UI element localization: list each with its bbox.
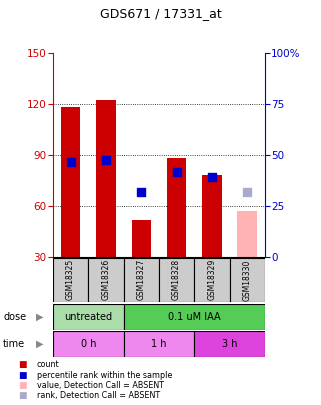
Text: ■: ■ <box>18 391 27 400</box>
Text: GSM18330: GSM18330 <box>243 259 252 301</box>
Text: ■: ■ <box>18 381 27 390</box>
Text: 1 h: 1 h <box>151 339 167 349</box>
Text: value, Detection Call = ABSENT: value, Detection Call = ABSENT <box>37 381 164 390</box>
Text: GSM18326: GSM18326 <box>101 259 110 301</box>
Bar <box>124 331 194 357</box>
Text: GSM18325: GSM18325 <box>66 259 75 301</box>
Text: count: count <box>37 360 59 369</box>
Text: ▶: ▶ <box>36 312 44 322</box>
Bar <box>230 258 265 302</box>
Text: GSM18329: GSM18329 <box>207 259 216 301</box>
Bar <box>194 331 265 357</box>
Bar <box>53 258 88 302</box>
Point <box>174 169 179 175</box>
Bar <box>96 100 116 257</box>
Bar <box>238 211 257 257</box>
Bar <box>124 258 159 302</box>
Point <box>139 189 144 196</box>
Point <box>209 174 214 180</box>
Bar <box>132 220 151 257</box>
Point <box>245 189 250 196</box>
Text: GSM18327: GSM18327 <box>137 259 146 301</box>
Bar <box>194 258 230 302</box>
Point <box>103 157 108 163</box>
Bar <box>88 258 124 302</box>
Text: 0 h: 0 h <box>81 339 96 349</box>
Point <box>68 158 73 165</box>
Text: rank, Detection Call = ABSENT: rank, Detection Call = ABSENT <box>37 391 160 400</box>
Bar <box>159 258 194 302</box>
Text: ▶: ▶ <box>36 339 44 349</box>
Bar <box>202 175 221 257</box>
Text: GSM18328: GSM18328 <box>172 259 181 301</box>
Bar <box>167 158 186 257</box>
Text: untreated: untreated <box>64 312 112 322</box>
Text: dose: dose <box>3 312 26 322</box>
Text: percentile rank within the sample: percentile rank within the sample <box>37 371 172 379</box>
Text: ■: ■ <box>18 360 27 369</box>
Text: 3 h: 3 h <box>222 339 237 349</box>
Text: GDS671 / 17331_at: GDS671 / 17331_at <box>100 7 221 20</box>
Bar <box>53 331 124 357</box>
Bar <box>124 304 265 330</box>
Text: time: time <box>3 339 25 349</box>
Bar <box>53 304 124 330</box>
Text: 0.1 uM IAA: 0.1 uM IAA <box>168 312 221 322</box>
Text: ■: ■ <box>18 371 27 379</box>
Bar <box>61 107 80 257</box>
